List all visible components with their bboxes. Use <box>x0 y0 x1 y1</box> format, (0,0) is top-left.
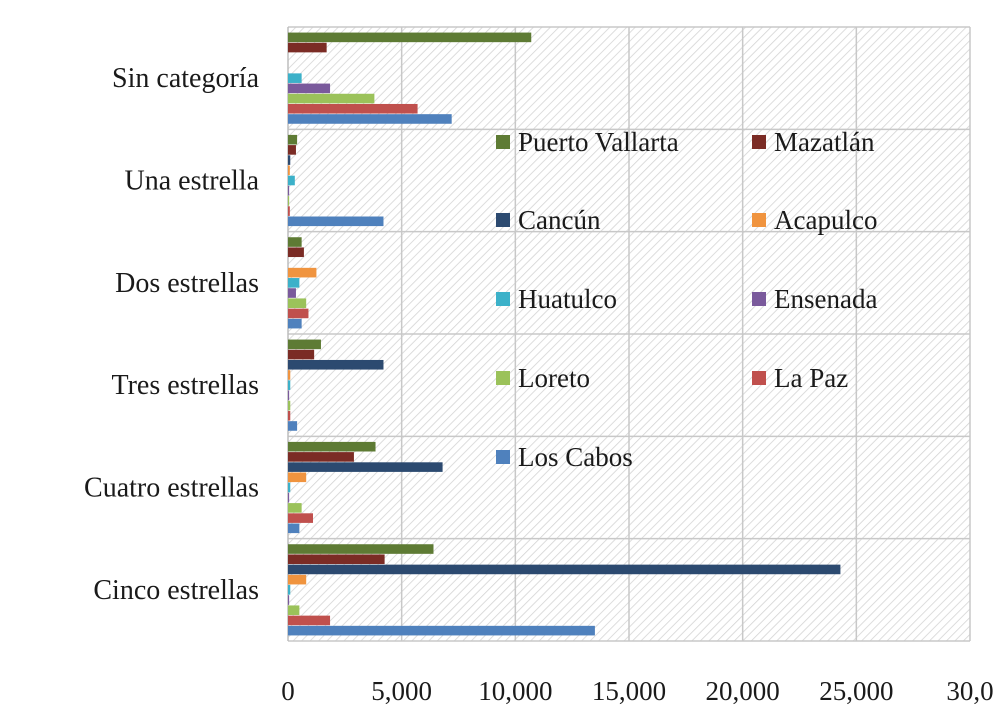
bar: Ensenada — Dos estrellas: 350 <box>288 288 296 298</box>
bar: Huatulco — Cinco estrellas: 100 <box>288 585 291 595</box>
bar: Ensenada — Cuatro estrellas: 50 <box>288 492 290 503</box>
bar: Ensenada — Sin categoría: 1850 <box>288 83 331 94</box>
bar: La Paz — Una estrella: 80 <box>288 206 290 216</box>
legend-label: Los Cabos <box>518 442 633 472</box>
legend-swatch <box>496 292 510 306</box>
bar: La Paz — Cuatro estrellas: 1100 <box>288 513 314 523</box>
bar: Acapulco — Cinco estrellas: 800 <box>288 574 307 585</box>
bar: Ensenada — Una estrella: 50 <box>288 185 290 196</box>
legend-label: Acapulco <box>774 205 877 235</box>
bar: Loreto — Una estrella: 50 <box>288 196 290 206</box>
x-tick-label: 30,0 <box>946 676 993 706</box>
bar: Acapulco — Cuatro estrellas: 800 <box>288 472 307 483</box>
bar: Cancún — Cinco estrellas: 24300 <box>288 564 841 575</box>
bar: Huatulco — Dos estrellas: 500 <box>288 278 300 288</box>
x-tick-label: 20,000 <box>706 676 780 706</box>
bar: Ensenada — Cinco estrellas: 50 <box>288 595 290 605</box>
category-label: Sin categoría <box>112 63 260 94</box>
bar: Mazatlán — Cuatro estrellas: 2900 <box>288 452 354 462</box>
bar: Los Cabos — Dos estrellas: 600 <box>288 318 302 329</box>
bar: Acapulco — Dos estrellas: 1250 <box>288 267 317 278</box>
category-label: Tres estrellas <box>111 370 259 401</box>
bar: Mazatlán — Tres estrellas: 1150 <box>288 349 315 360</box>
bar: Puerto Vallarta — Cinco estrellas: 6400 <box>288 544 434 554</box>
legend-swatch <box>496 135 510 149</box>
bar: Ensenada — Tres estrellas: 50 <box>288 390 290 401</box>
legend-label: Cancún <box>518 205 601 235</box>
legend-label: Ensenada <box>774 284 877 314</box>
legend-label: Huatulco <box>518 284 617 314</box>
legend-label: Puerto Vallarta <box>518 127 679 157</box>
bar: Los Cabos — Cuatro estrellas: 500 <box>288 523 300 534</box>
bar: Huatulco — Una estrella: 300 <box>288 175 295 186</box>
bar: La Paz — Tres estrellas: 100 <box>288 410 291 421</box>
legend-label: Loreto <box>518 363 590 393</box>
gridlines <box>287 26 971 642</box>
x-tick-label: 15,000 <box>592 676 666 706</box>
bar: Cancún — Tres estrellas: 4200 <box>288 359 384 370</box>
bar: Los Cabos — Tres estrellas: 400 <box>288 421 298 431</box>
x-tick-label: 0 <box>281 676 295 706</box>
category-label: Cuatro estrellas <box>84 473 259 504</box>
bar: Puerto Vallarta — Tres estrellas: 1450 <box>288 339 321 350</box>
legend-swatch <box>752 135 766 149</box>
x-tick-labels: 0 5,000 10,000 15,000 20,000 25,000 30,0 <box>281 676 993 706</box>
bar: Mazatlán — Cinco estrellas: 4250 <box>288 554 385 565</box>
legend-swatch <box>752 213 766 227</box>
bar: Mazatlán — Dos estrellas: 700 <box>288 247 304 258</box>
bar: Puerto Vallarta — Cuatro estrellas: 3850 <box>288 441 376 452</box>
x-tick-label: 25,000 <box>819 676 893 706</box>
bar: Huatulco — Tres estrellas: 100 <box>288 380 291 390</box>
category-label: Una estrella <box>125 166 260 197</box>
bars: Puerto Vallarta — Sin categoría: 10700Ma… <box>288 32 841 636</box>
bar: Puerto Vallarta — Una estrella: 400 <box>288 134 298 145</box>
bar: Huatulco — Sin categoría: 600 <box>288 73 302 83</box>
bar: Mazatlán — Una estrella: 350 <box>288 145 296 155</box>
bar: Los Cabos — Una estrella: 4200 <box>288 216 384 227</box>
bar: Acapulco — Tres estrellas: 100 <box>288 370 291 380</box>
legend-swatch <box>496 371 510 385</box>
category-label: Cinco estrellas <box>93 575 259 606</box>
legend-swatch <box>752 292 766 306</box>
bar: Puerto Vallarta — Dos estrellas: 600 <box>288 237 302 247</box>
bar: La Paz — Sin categoría: 5700 <box>288 103 418 114</box>
x-tick-label: 5,000 <box>371 676 432 706</box>
bar: Loreto — Sin categoría: 3800 <box>288 93 375 104</box>
legend-label: Mazatlán <box>774 127 875 157</box>
x-tick-label: 10,000 <box>478 676 552 706</box>
bar: Mazatlán — Sin categoría: 1700 <box>288 42 327 53</box>
legend-swatch <box>496 450 510 464</box>
bar: Huatulco — Cuatro estrellas: 100 <box>288 482 291 493</box>
bar: Cancún — Una estrella: 100 <box>288 155 291 165</box>
category-label: Dos estrellas <box>115 268 259 299</box>
bar: Los Cabos — Cinco estrellas: 13500 <box>288 625 595 636</box>
legend: Puerto Vallarta Mazatlán Cancún Acapulco Hua… <box>496 127 877 472</box>
legend-swatch <box>496 213 510 227</box>
bar: Loreto — Tres estrellas: 100 <box>288 400 291 411</box>
bar: Loreto — Dos estrellas: 800 <box>288 298 307 309</box>
bar: La Paz — Cinco estrellas: 1850 <box>288 615 331 626</box>
legend-swatch <box>752 371 766 385</box>
bar: Cancún — Cuatro estrellas: 6800 <box>288 462 443 472</box>
legend-label: La Paz <box>774 363 848 393</box>
bar: Los Cabos — Sin categoría: 7200 <box>288 114 452 124</box>
bar: Loreto — Cinco estrellas: 500 <box>288 605 300 616</box>
bar: Loreto — Cuatro estrellas: 600 <box>288 503 302 513</box>
bar: Puerto Vallarta — Sin categoría: 10700 <box>288 32 532 43</box>
category-labels: Sin categoría Una estrella Dos estrellas Tr… <box>84 63 260 606</box>
bar: La Paz — Dos estrellas: 900 <box>288 308 309 319</box>
bar: Acapulco — Una estrella: 80 <box>288 165 290 176</box>
